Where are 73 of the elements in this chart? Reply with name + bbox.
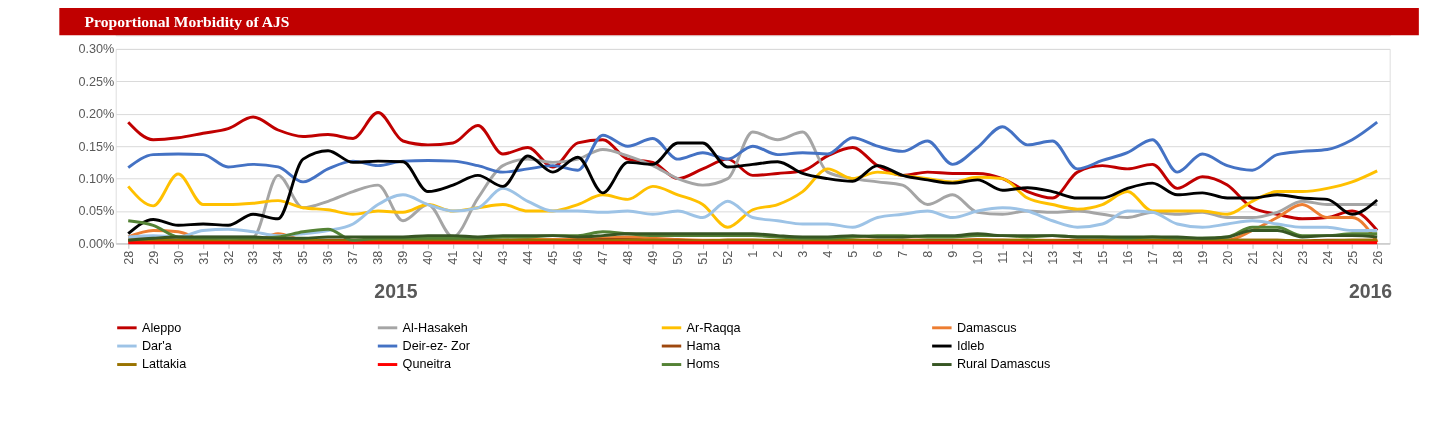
- x-tick-label: 11: [995, 250, 1010, 264]
- y-tick-label: 0.00%: [78, 236, 115, 251]
- x-tick-label: 7: [895, 250, 910, 258]
- x-tick-label: 40: [421, 250, 436, 265]
- x-tick-label: 9: [945, 250, 960, 258]
- x-tick-label: 41: [446, 250, 461, 265]
- y-tick-label: 0.15%: [78, 139, 115, 154]
- x-tick-label: 51: [696, 250, 711, 265]
- x-tick-label: 29: [146, 250, 161, 265]
- x-tick-label: 3: [796, 250, 811, 258]
- x-tick-label: 28: [121, 250, 136, 265]
- x-tick-label: 24: [1320, 250, 1335, 265]
- x-tick-label: 33: [246, 250, 261, 265]
- x-tick-label: 10: [970, 250, 985, 265]
- x-tick-label: 43: [496, 250, 511, 265]
- legend-label: Al-Hasakeh: [402, 320, 468, 335]
- x-tick-label: 45: [546, 250, 561, 265]
- text: 2016: [1348, 279, 1393, 302]
- x-tick-label: 52: [721, 250, 736, 265]
- legend-label: Hama: [686, 338, 722, 353]
- x-tick-label: 4: [821, 250, 836, 258]
- x-tick-label: 34: [271, 250, 286, 265]
- y-tick-label: 0.25%: [78, 74, 115, 89]
- legend-label: Homs: [686, 357, 720, 372]
- y-tick-label: 0.20%: [78, 107, 115, 122]
- x-tick-label: 15: [1095, 250, 1110, 265]
- x-tick-label: 6: [870, 250, 885, 258]
- x-tick-label: 25: [1345, 250, 1360, 265]
- legend-label: Dar'a: [141, 338, 173, 353]
- x-tick-label: 47: [596, 250, 611, 265]
- x-tick-label: 32: [221, 250, 236, 265]
- legend-label: Rural Damascus: [956, 357, 1051, 372]
- x-tick-label: 22: [1270, 250, 1285, 265]
- text: 2015: [374, 279, 418, 302]
- x-tick-label: 5: [846, 250, 860, 258]
- legend-label: Aleppo: [141, 320, 182, 335]
- x-tick-label: 49: [646, 250, 661, 265]
- x-tick-label: 23: [1295, 250, 1310, 265]
- x-tick-label: 20: [1220, 250, 1235, 265]
- x-tick-label: 12: [1020, 250, 1035, 265]
- legend-label: Deir-ez- Zor: [402, 338, 470, 353]
- x-tick-label: 36: [321, 250, 336, 265]
- x-tick-label: 48: [621, 250, 636, 265]
- x-tick-label: 21: [1245, 250, 1260, 265]
- legend-label: Lattakia: [141, 357, 188, 372]
- y-tick-label: 0.05%: [78, 204, 115, 219]
- y-tick-label: 0.30%: [78, 42, 115, 57]
- legend-label: Ar-Raqqa: [686, 320, 742, 335]
- x-tick-label: 44: [521, 250, 536, 265]
- x-tick-label: 30: [171, 250, 186, 265]
- x-tick-label: 1: [746, 250, 761, 258]
- x-tick-label: 38: [371, 250, 386, 265]
- x-tick-label: 37: [346, 250, 361, 265]
- x-tick-label: 13: [1045, 250, 1060, 265]
- x-tick-label: 18: [1170, 250, 1185, 265]
- x-tick-label: 39: [396, 250, 411, 265]
- x-tick-label: 16: [1120, 250, 1135, 265]
- x-tick-label: 35: [296, 250, 311, 265]
- x-tick-label: 2: [771, 250, 786, 258]
- x-tick-label: 17: [1145, 250, 1160, 265]
- legend-label: Idleb: [956, 338, 985, 353]
- x-tick-label: 8: [920, 250, 935, 258]
- y-tick-label: 0.10%: [78, 171, 115, 186]
- x-tick-label: 42: [471, 250, 486, 265]
- x-tick-label: 31: [196, 250, 211, 265]
- legend-label: Quneitra: [402, 357, 453, 372]
- x-tick-label: 46: [571, 250, 586, 265]
- x-tick-label: 26: [1370, 250, 1385, 265]
- x-tick-label: 19: [1195, 250, 1210, 265]
- legend-label: Damascus: [956, 320, 1017, 335]
- x-tick-label: 14: [1070, 250, 1085, 265]
- x-tick-label: 50: [671, 250, 686, 265]
- chart-title: Proportional Morbidity of AJS: [84, 12, 290, 30]
